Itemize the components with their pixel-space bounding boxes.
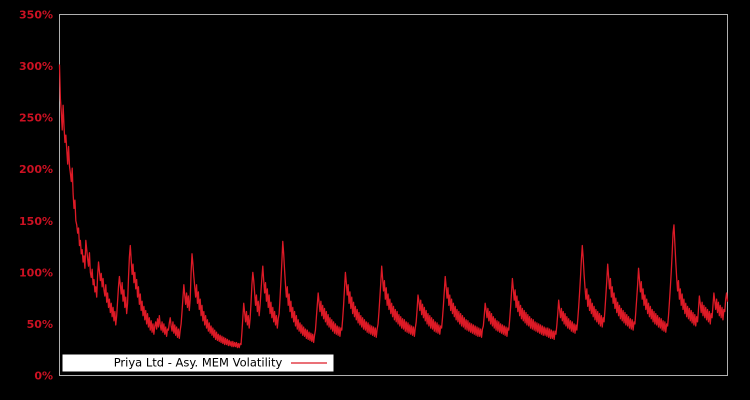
- data-series-line: [58, 64, 729, 349]
- y-axis-tick-label: 350%: [19, 9, 53, 22]
- y-axis-tick-label: 100%: [19, 266, 53, 279]
- legend-label: Priya Ltd - Asy. MEM Volatility: [114, 356, 283, 370]
- y-axis-tick-label: 250%: [19, 112, 53, 125]
- y-axis-tick-label: 50%: [27, 318, 53, 331]
- chart-legend[interactable]: Priya Ltd - Asy. MEM Volatility: [62, 354, 334, 372]
- y-axis-tick-label: 150%: [19, 215, 53, 228]
- y-axis-tick-label: 0%: [34, 370, 53, 383]
- plot-frame: [59, 14, 728, 376]
- y-axis-tick-label: 200%: [19, 163, 53, 176]
- y-axis-tick-labels: 0% 50% 100% 150% 200% 250% 300% 350%: [19, 9, 53, 383]
- legend-background: [62, 354, 334, 372]
- series-group: [58, 64, 729, 349]
- y-axis-tick-label: 300%: [19, 60, 53, 73]
